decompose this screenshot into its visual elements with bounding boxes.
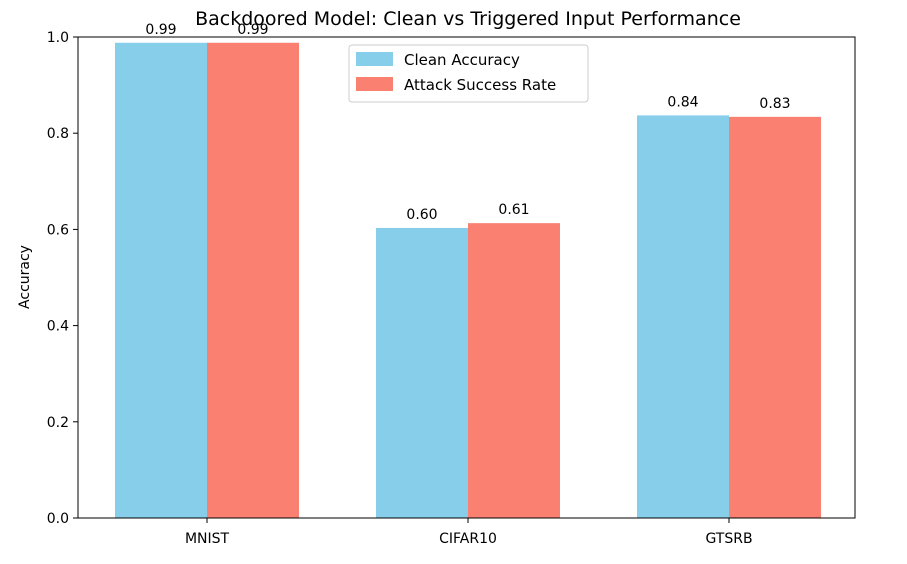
bar-value-label: 0.60: [406, 207, 437, 223]
x-tick-label: CIFAR10: [439, 531, 497, 547]
bar-value-label: 0.99: [237, 22, 268, 38]
y-tick-label: 0.4: [47, 319, 69, 335]
bar-mnist-clean-accuracy: [115, 42, 207, 518]
y-tick-label: 0.8: [47, 126, 69, 142]
y-tick-label: 0.6: [47, 222, 69, 238]
legend-swatch: [356, 52, 393, 66]
bar-value-label: 0.99: [145, 22, 176, 38]
bar-mnist-attack-success-rate: [207, 42, 299, 518]
plot-frame: [77, 36, 856, 519]
y-tick-label: 0.2: [47, 415, 69, 431]
y-axis: 0.0 0.2 0.4 0.6 0.8 1.0: [47, 30, 78, 527]
chart-title: Backdoored Model: Clean vs Triggered Inp…: [195, 8, 741, 30]
bar-labels-layer: 0.99 0.99 0.60 0.61 0.84 0.83: [145, 22, 790, 223]
bar-value-label: 0.83: [759, 96, 790, 112]
legend-label: Clean Accuracy: [404, 51, 520, 69]
bar-cifar10-attack-success-rate: [468, 223, 560, 518]
y-axis-label: Accuracy: [17, 245, 33, 309]
legend-swatch: [356, 77, 393, 91]
bars-layer: [115, 42, 821, 518]
legend-label: Attack Success Rate: [404, 76, 556, 94]
x-tick-label: MNIST: [185, 531, 230, 547]
x-tick-label: GTSRB: [705, 531, 752, 547]
y-tick-label: 0.0: [47, 511, 69, 527]
bar-gtsrb-attack-success-rate: [729, 116, 821, 518]
bar-gtsrb-clean-accuracy: [637, 115, 729, 518]
x-axis: MNIST CIFAR10 GTSRB: [185, 518, 753, 547]
legend: Clean Accuracy Attack Success Rate: [348, 44, 589, 103]
legend-box: [348, 44, 589, 103]
y-tick-label: 1.0: [47, 30, 69, 46]
bar-value-label: 0.61: [498, 202, 529, 218]
bar-cifar10-clean-accuracy: [376, 227, 468, 518]
bar-value-label: 0.84: [667, 94, 698, 110]
